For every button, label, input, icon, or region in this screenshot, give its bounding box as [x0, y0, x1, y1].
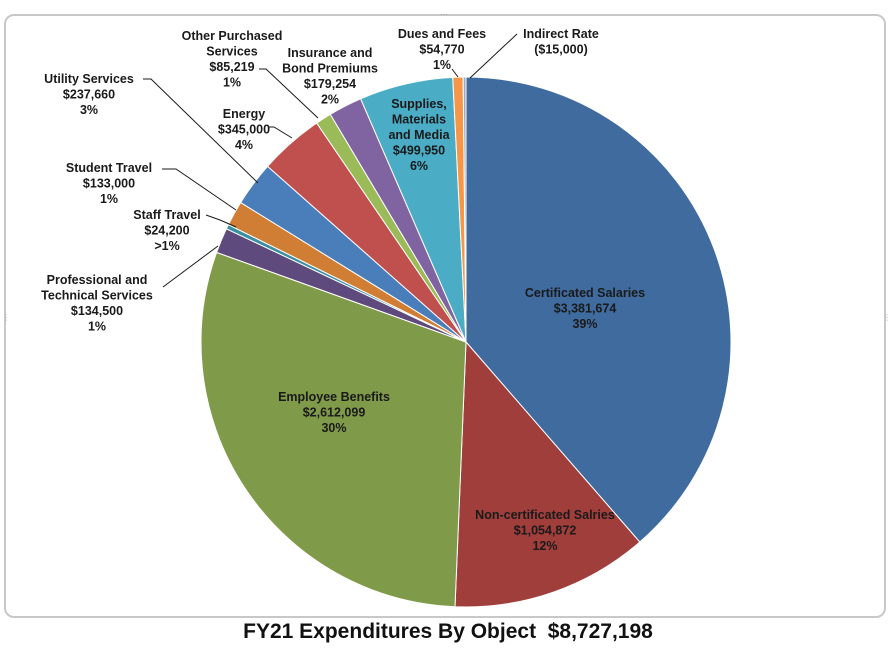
data-label-supplies-materials-and-media: Supplies, Materials and Media $499,950 6%	[388, 97, 450, 173]
leader-line-utility-services	[143, 78, 259, 184]
leader-line-professional-and-technical-services	[162, 245, 219, 288]
data-label-dues-and-fees: Dues and Fees $54,770 1%	[398, 27, 486, 72]
data-label-utility-services: Utility Services $237,660 3%	[44, 72, 134, 117]
data-label-other-purchased-services: Other Purchased Services $85,219 1%	[182, 29, 283, 90]
pie-slice-indirect-rate	[462, 76, 467, 343]
leader-line-energy	[268, 126, 293, 139]
data-label-non-certificated-salries: Non-certificated Salries $1,054,872 12%	[475, 508, 615, 553]
data-label-student-travel: Student Travel $133,000 1%	[66, 161, 152, 206]
data-label-energy: Energy $345,000 4%	[218, 107, 270, 152]
leader-line-student-travel	[162, 168, 237, 211]
chart-title: FY21 Expenditures By Object $8,727,198	[243, 620, 653, 643]
leader-line-dues-and-fees	[451, 68, 459, 78]
data-label-professional-and-technical-services: Professional and Technical Services $134,5…	[41, 273, 153, 334]
data-label-insurance-and-bond-premiums: Insurance and Bond Premiums $179,254 2%	[282, 46, 378, 107]
leader-line-indirect-rate	[469, 33, 518, 79]
resize-handle-right[interactable]: ⋮	[883, 313, 891, 322]
pie-slice-non-certificated-salries	[454, 340, 641, 608]
pie-slice-certificated-salaries	[465, 76, 732, 543]
data-label-certificated-salaries: Certificated Salaries $3,381,674 39%	[525, 286, 645, 331]
leader-line-other-purchased-services	[259, 68, 319, 119]
leader-line-staff-travel	[205, 214, 237, 228]
resize-handle-left[interactable]: ⋮	[2, 313, 10, 322]
data-label-employee-benefits: Employee Benefits $2,612,099 30%	[278, 390, 390, 435]
data-label-indirect-rate: Indirect Rate ($15,000)	[523, 27, 599, 57]
resize-handle-top[interactable]: ⋯	[440, 10, 448, 19]
pie-slice-employee-benefits	[200, 251, 467, 608]
data-label-staff-travel: Staff Travel $24,200 >1%	[133, 208, 200, 253]
